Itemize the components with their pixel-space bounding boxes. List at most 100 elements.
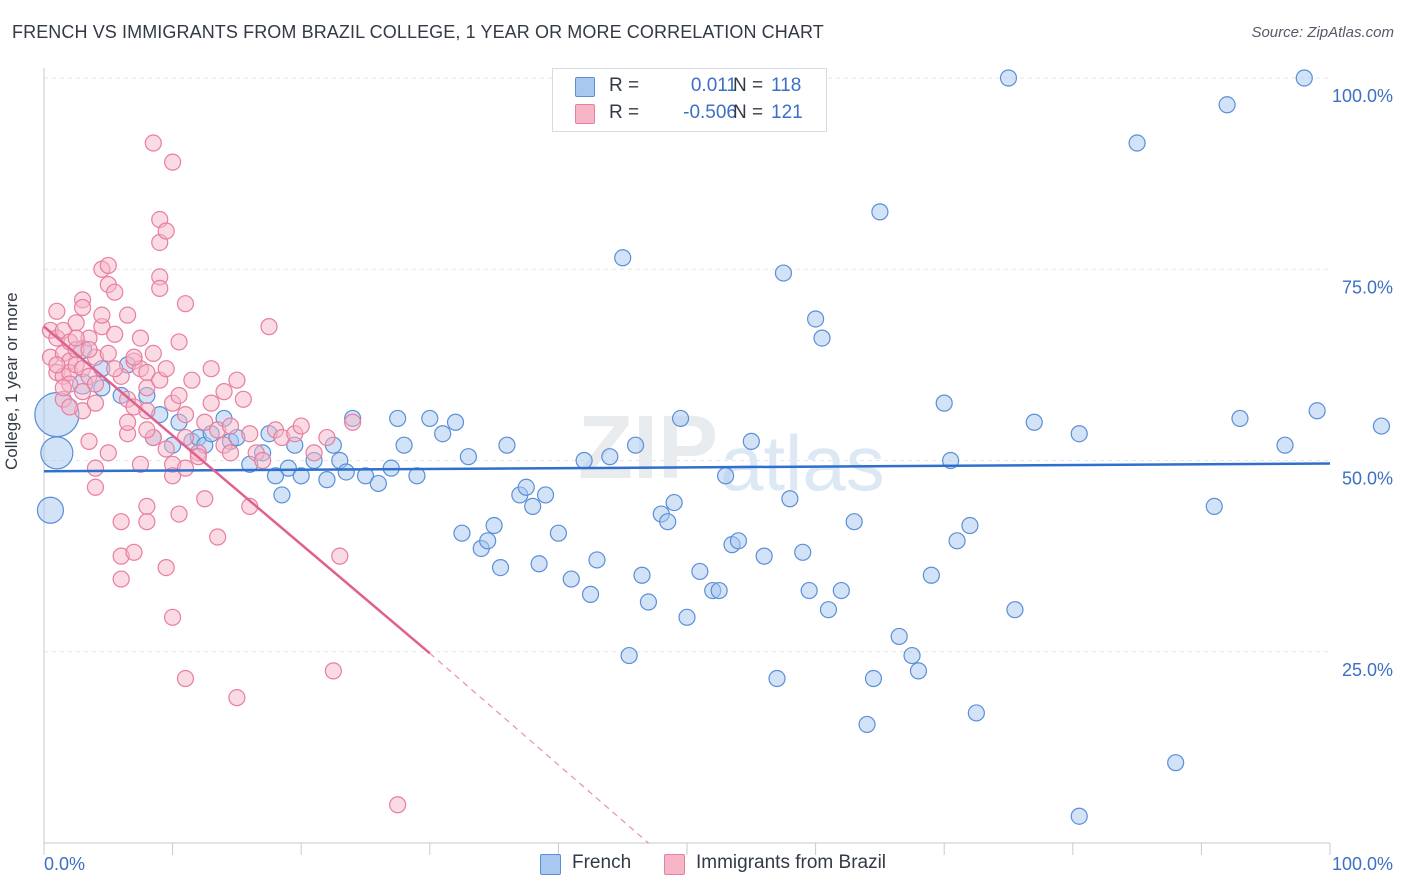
brazil-point [144, 134, 162, 152]
french-point [909, 662, 928, 680]
french-point [800, 581, 818, 600]
french-point [942, 451, 960, 470]
brazil-point [209, 528, 227, 546]
french-point [665, 493, 683, 512]
french-point [40, 436, 74, 470]
brazil-point [228, 689, 246, 707]
french-point [710, 581, 728, 600]
french-point [691, 562, 709, 581]
french-point [1006, 601, 1024, 619]
brazil-point [125, 543, 143, 561]
brazil-point [260, 318, 278, 336]
brazil-point [118, 413, 137, 431]
french-point [858, 715, 876, 734]
french-point [633, 566, 651, 584]
brazil-legend-swatch [664, 854, 685, 875]
brazil-point [221, 417, 240, 435]
x-tick-label: 0.0% [44, 854, 85, 874]
french-point [806, 310, 825, 328]
french-point [1070, 425, 1088, 443]
french-point [832, 581, 850, 600]
brazil-point [221, 444, 240, 462]
brazil-point [99, 344, 117, 362]
french-point [1231, 409, 1249, 428]
brazil-point [67, 329, 85, 347]
french-point [485, 516, 503, 535]
french-point [36, 496, 65, 524]
french-swatch [575, 77, 595, 97]
r-label: R = [609, 75, 640, 96]
brazil-point [86, 478, 105, 496]
brazil-point [93, 306, 111, 324]
brazil-point [99, 256, 117, 275]
brazil-point [176, 406, 195, 424]
french-point [491, 558, 510, 577]
french-point [446, 413, 465, 431]
french-point [1276, 436, 1294, 454]
french-point [498, 436, 516, 454]
french-point [1295, 69, 1313, 87]
brazil-point [138, 497, 156, 515]
french-point [1218, 96, 1236, 114]
brazil-point [112, 570, 130, 588]
french-point [1372, 417, 1391, 435]
french-point [549, 524, 568, 542]
french-point [434, 425, 452, 443]
french-point [794, 543, 812, 561]
french-point [517, 478, 535, 496]
brazil-point [73, 298, 92, 317]
brazil-point [86, 394, 105, 412]
brazil-point [138, 379, 156, 397]
french-point [922, 566, 940, 584]
french-point [768, 669, 786, 688]
y-tick-label: 100.0% [1332, 86, 1393, 106]
brazil-point [176, 459, 195, 477]
source-credit: Source: ZipAtlas.com [1251, 24, 1394, 41]
brazil-point [292, 417, 310, 435]
french-trend-line [43, 462, 1331, 473]
french-point [864, 669, 883, 688]
french-point [813, 329, 831, 347]
french-point [729, 532, 748, 550]
french-point [1205, 497, 1223, 515]
french-point [389, 409, 407, 428]
brazil-point [202, 360, 220, 378]
brazil-legend-label: Immigrants from Brazil [696, 852, 887, 873]
french-point [716, 467, 735, 485]
watermark-atlas: atlas [720, 419, 885, 507]
french-point [961, 516, 979, 535]
r-value: -0.506 [683, 102, 737, 123]
french-point [1025, 413, 1043, 431]
brazil-point [48, 302, 66, 320]
french-point [659, 513, 677, 531]
french-point [948, 532, 966, 550]
brazil-point [151, 279, 169, 297]
brazil-point [138, 402, 156, 420]
brazil-point [215, 383, 233, 401]
french-point [781, 490, 799, 508]
brazil-point [196, 413, 214, 431]
french-legend-swatch [540, 854, 561, 875]
french-point [318, 471, 336, 489]
y-axis-label: College, 1 year or more [2, 292, 21, 470]
brazil-point [164, 467, 182, 485]
french-point [453, 524, 471, 542]
r-label: R = [609, 102, 640, 123]
n-label: N = [733, 75, 764, 96]
brazil-point [170, 505, 188, 523]
brazil-point [157, 558, 175, 577]
brazil-point [241, 425, 259, 443]
correlation-legend: R = 0.011 N = 118 R = -0.506 N = 121 [552, 68, 827, 132]
brazil-point [254, 451, 272, 470]
brazil-point [183, 371, 201, 389]
chart-title: FRENCH VS IMMIGRANTS FROM BRAZIL COLLEGE… [12, 22, 824, 42]
brazil-point [176, 669, 195, 688]
brazil-trend-extension [429, 652, 649, 844]
french-point [774, 264, 793, 282]
brazil-point [170, 386, 188, 405]
brazil-point [164, 608, 182, 626]
french-point [999, 69, 1018, 87]
brazil-point [106, 283, 124, 301]
brazil-point [170, 333, 188, 351]
french-point [601, 448, 619, 466]
